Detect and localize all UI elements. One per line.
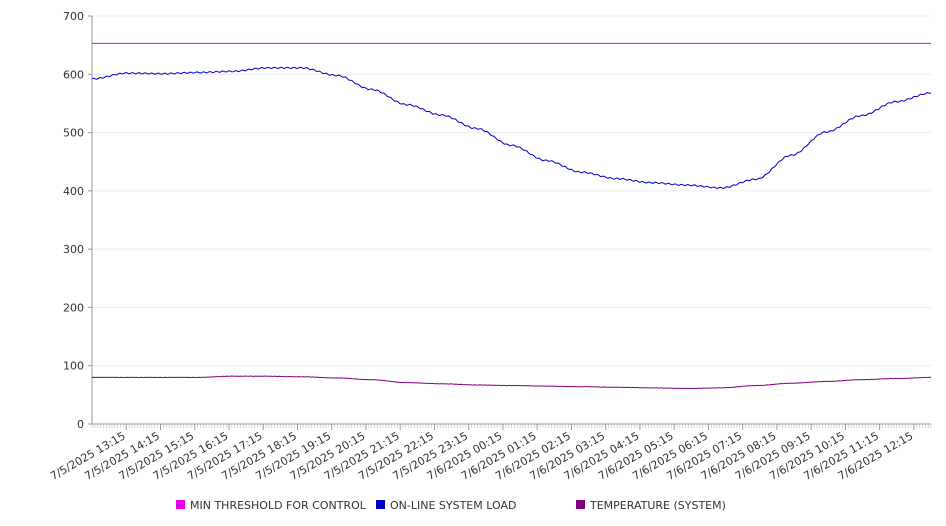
y-tick-label: 0	[77, 418, 84, 431]
y-tick-label: 100	[63, 360, 84, 373]
series-line	[91, 66, 932, 190]
y-tick-label: 700	[63, 10, 84, 23]
legend-label: TEMPERATURE (SYSTEM)	[589, 499, 726, 512]
legend-swatch	[576, 500, 585, 509]
grid-lines	[92, 15, 931, 367]
y-tick-label: 500	[63, 127, 84, 140]
legend-label: ON-LINE SYSTEM LOAD	[390, 499, 516, 512]
series-lines	[91, 42, 932, 390]
legend-item: ON-LINE SYSTEM LOAD	[376, 499, 516, 512]
y-axis-ticks: 0 100 200 300 400 500 600 700	[63, 10, 92, 431]
y-tick-label: 200	[63, 301, 84, 314]
legend: MIN THRESHOLD FOR CONTROL ON-LINE SYSTEM …	[176, 499, 726, 512]
legend-label: MIN THRESHOLD FOR CONTROL	[190, 499, 367, 512]
y-tick-label: 300	[63, 243, 84, 256]
legend-swatch	[376, 500, 385, 509]
y-tick-label: 600	[63, 68, 84, 81]
y-tick-label: 400	[63, 185, 84, 198]
series-line	[91, 375, 932, 390]
legend-swatch	[176, 500, 185, 509]
legend-item: MIN THRESHOLD FOR CONTROL	[176, 499, 367, 512]
x-axis-ticks: 7/5/2025 13:157/5/2025 14:157/5/2025 15:…	[48, 424, 915, 483]
legend-item: TEMPERATURE (SYSTEM)	[576, 499, 726, 512]
